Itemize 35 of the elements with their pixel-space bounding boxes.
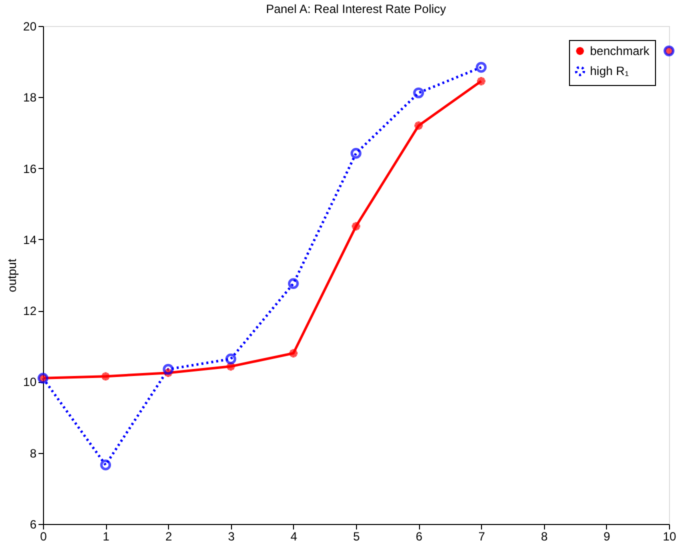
y-tick-label: 10 [23,375,37,390]
point [100,460,112,470]
y-axis-title: output [5,258,20,292]
x-tick-label: 8 [540,530,548,544]
point [162,364,174,375]
y-tick-label: 18 [23,90,37,105]
chart-title: Panel A: Real Interest Rate Policy [266,2,446,16]
x-tick-label: 9 [604,530,611,544]
y-tick-label: 12 [23,304,37,318]
x-tick-label: 5 [353,530,360,544]
point [350,220,362,232]
y-tick-label: 6 [30,518,37,532]
x-tick-label: 2 [165,530,172,544]
point [288,278,299,289]
x-tick-label: 6 [416,530,423,544]
x-tick-label: 3 [228,530,235,544]
point [476,76,487,87]
point [288,348,299,359]
point [413,120,424,132]
y-tick-label: 20 [23,20,37,34]
x-tick-label: 0 [40,530,48,544]
x-tick-label: 1 [102,530,110,544]
x-tick-label: 4 [290,530,298,544]
legend-label: high R₁ [590,64,629,78]
legend-label: benchmark [590,44,650,58]
y-tick-label: 8 [30,446,37,460]
x-tick-label: 7 [478,530,486,544]
point [100,370,112,382]
y-tick-label: 14 [23,232,37,247]
point [350,148,362,159]
point [413,87,424,98]
y-tick-label: 16 [23,162,37,176]
point [476,62,487,73]
x-tick-label: 10 [662,530,676,544]
point [225,354,236,364]
